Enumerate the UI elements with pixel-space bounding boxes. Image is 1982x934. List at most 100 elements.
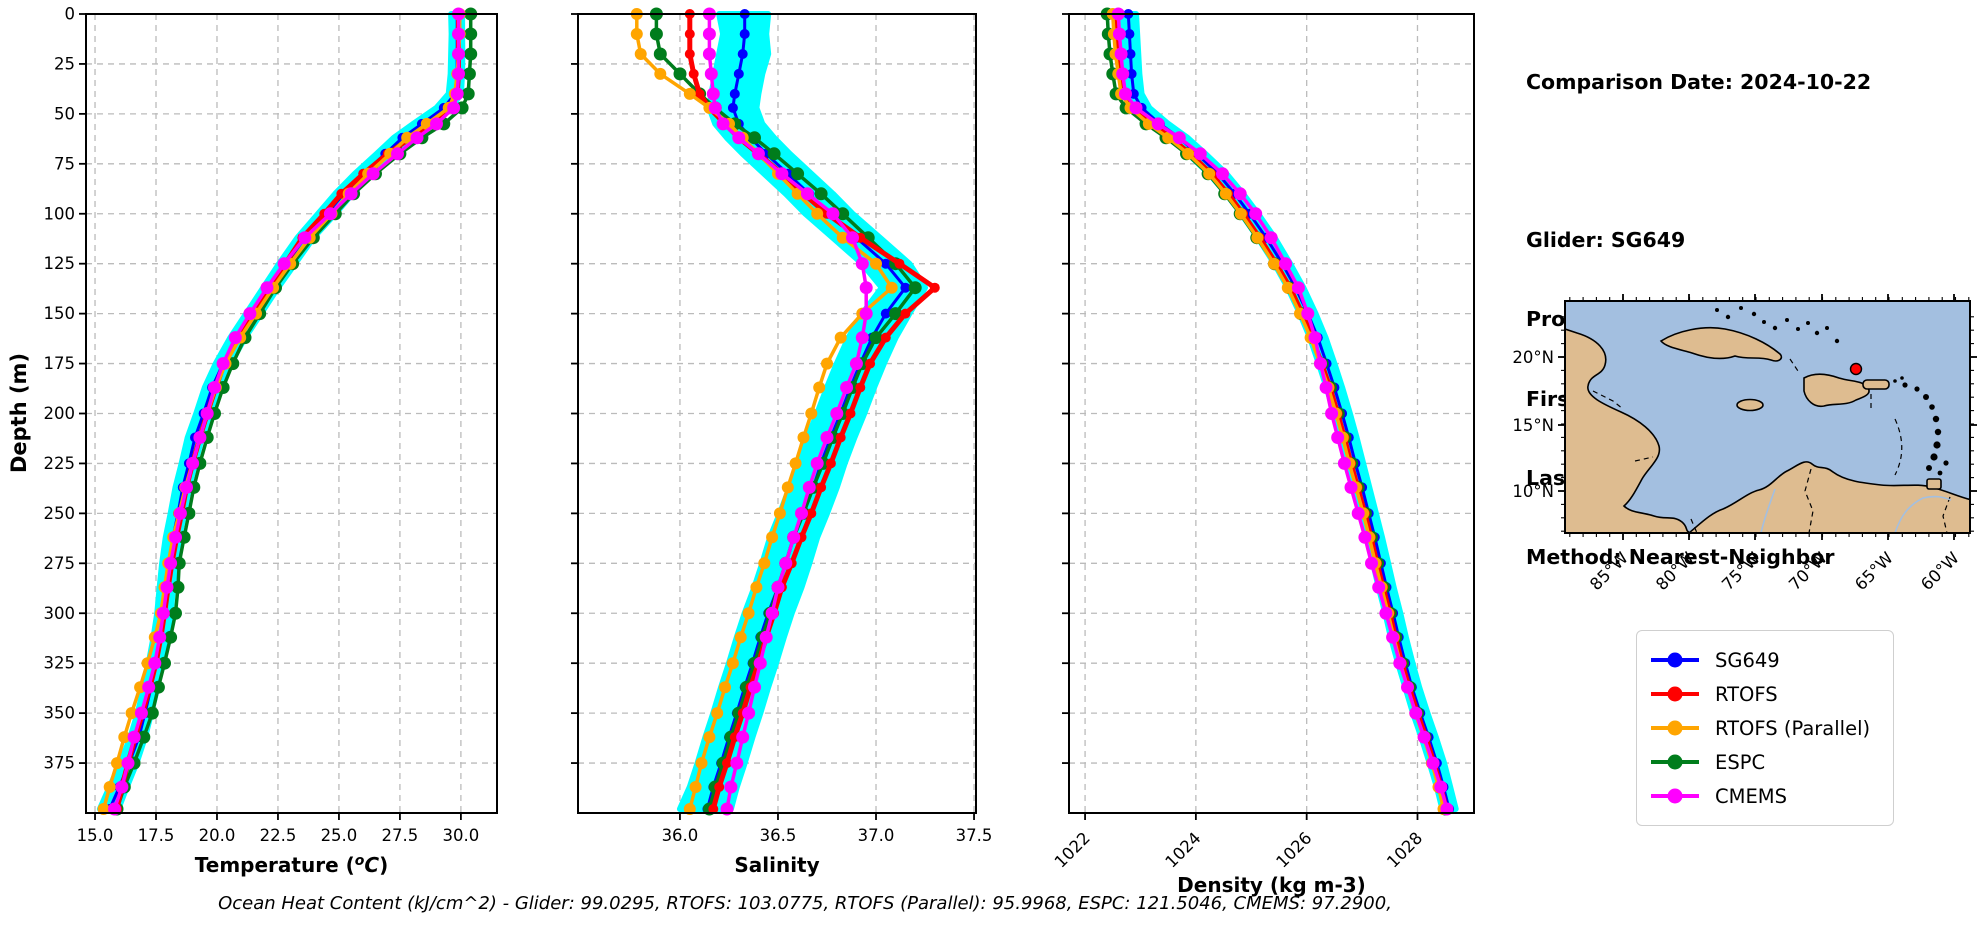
data-marker [704,67,718,81]
depth-tick-label: 300 [44,604,76,623]
legend-item-cmems: CMEMS [1651,779,1879,813]
data-marker [208,381,221,394]
hispaniola-island [1803,373,1870,408]
data-marker [401,131,414,144]
data-marker [1126,68,1137,79]
data-marker [1365,556,1378,570]
data-marker [1182,147,1195,160]
data-marker [821,357,833,370]
map-rivers-group [1760,488,1952,534]
data-marker [711,707,724,720]
data-marker [186,456,200,470]
data-marker [734,631,747,644]
legend-item-rtofs: RTOFS [1651,677,1879,711]
data-marker [1268,257,1280,270]
map-lon-label: 75°W [1718,548,1764,594]
depth-tick-label: 375 [44,754,76,773]
x-tick-label: 37.5 [956,826,993,845]
data-marker [880,308,891,319]
data-marker [1281,281,1294,294]
data-marker [1251,231,1264,244]
header-spacer [1526,148,1871,174]
x-tick-label: 1024 [1162,828,1205,871]
map-border [1564,300,1971,534]
data-marker [450,87,464,101]
data-marker [748,680,761,694]
data-marker [121,756,135,770]
depth-tick-label: 25 [54,54,75,73]
data-marker [722,758,732,769]
data-marker [789,457,802,470]
data-marker [820,431,834,444]
data-marker [464,27,478,41]
x-axis-title-salinity: Salinity [734,853,819,877]
data-marker [1351,506,1365,520]
x-tick-label: 37.0 [858,826,895,845]
data-marker [1325,407,1339,420]
data-marker [1119,87,1132,101]
x-tick-label: 1028 [1383,828,1426,871]
data-marker [816,482,827,493]
data-marker [430,117,443,131]
depth-tick-label: 275 [44,554,76,573]
data-marker [452,47,465,61]
data-marker [771,580,785,594]
depth-tick-label: 100 [44,204,76,223]
data-marker [1249,207,1263,221]
puerto-rico-island [1862,379,1890,390]
data-marker [846,231,859,245]
data-marker [855,382,866,393]
data-marker [869,331,883,345]
data-marker [1233,187,1247,201]
legend-marker-dot [1667,686,1683,702]
data-marker [733,68,744,79]
x-axis-density: 1022 1024 1026 1028 [1051,813,1426,872]
data-marker [797,431,810,444]
data-marker [802,480,816,494]
data-marker [813,381,826,394]
legend-label: SG649 [1715,648,1780,672]
depth-tick-label: 200 [44,404,76,423]
data-marker [703,731,716,744]
map-land-group [1565,326,1970,533]
data-marker [1337,456,1351,470]
data-marker [765,606,779,620]
data-marker [1409,706,1423,720]
data-marker [277,257,291,271]
data-marker [447,101,461,115]
data-marker [736,730,750,744]
data-marker [1314,357,1327,371]
data-marker [216,357,230,371]
legend-line-marker-swatch [1651,720,1699,736]
data-marker [845,408,856,419]
data-marker [758,557,771,570]
data-marker [900,308,911,319]
data-marker [137,730,151,744]
data-marker [366,167,380,181]
legend-marker-dot [1667,652,1683,668]
data-marker [683,87,696,100]
data-marker [719,681,731,694]
data-marker [410,131,424,145]
data-marker [849,357,863,371]
data-marker [1234,207,1247,220]
x-tick-label: 25.0 [321,826,358,845]
depth-tick-label: 250 [44,504,76,523]
data-marker [1172,131,1186,145]
legend-item-espc: ESPC [1651,745,1879,779]
data-marker [800,187,814,201]
data-marker [1291,281,1305,295]
glider-name: Glider: SG649 [1526,228,1686,253]
depth-tick-label: 75 [54,154,75,173]
data-marker [169,606,182,620]
data-marker [164,630,178,644]
data-marker [684,49,695,59]
legend-label: ESPC [1715,750,1766,774]
legend-item-rtofs-parallel-: RTOFS (Parallel) [1651,711,1879,745]
data-marker [1203,167,1216,180]
series-rtofs-density [1110,9,1452,814]
legend-label: RTOFS [1715,682,1778,706]
depth-tick-label: 0 [65,5,76,24]
data-marker [750,581,763,594]
glider-raw-band-salinity [676,11,929,813]
